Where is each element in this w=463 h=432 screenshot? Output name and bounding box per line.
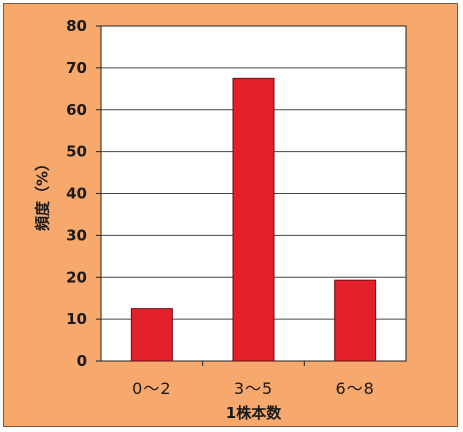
- bars: [130, 77, 377, 362]
- bar: [232, 77, 275, 362]
- y-tick-label: 80: [66, 17, 87, 35]
- y-tick-label: 60: [66, 101, 87, 119]
- y-tick-labels: 0 10 20 30 40 50 60 70 80: [66, 17, 101, 370]
- x-category-label: 6～8: [335, 379, 374, 398]
- y-tick-label: 30: [66, 226, 87, 244]
- x-category-label: 0～2: [132, 379, 171, 398]
- y-tick-label: 10: [66, 310, 87, 328]
- y-tick-label: 0: [77, 352, 87, 370]
- y-tick-label: 50: [66, 143, 87, 161]
- x-category-labels: 0～2 3～5 6～8: [132, 379, 374, 398]
- x-axis-title: 1株本数: [226, 404, 282, 422]
- bar-chart: 0 10 20 30 40 50 60 70 80 0～2 3～5 6～8 1株本数 頻度（%）: [34, 17, 407, 422]
- y-tick-label: 40: [66, 185, 87, 203]
- axes: [202, 361, 305, 366]
- chart-frame: 0 10 20 30 40 50 60 70 80 0～2 3～5 6～8 1株本数 頻度（%）: [3, 3, 458, 427]
- x-category-label: 3～5: [234, 379, 273, 398]
- y-axis-title: 頻度（%）: [34, 156, 52, 231]
- bar: [334, 279, 377, 362]
- y-tick-label: 20: [66, 268, 87, 286]
- bar: [130, 308, 173, 362]
- y-tick-label: 70: [66, 59, 87, 77]
